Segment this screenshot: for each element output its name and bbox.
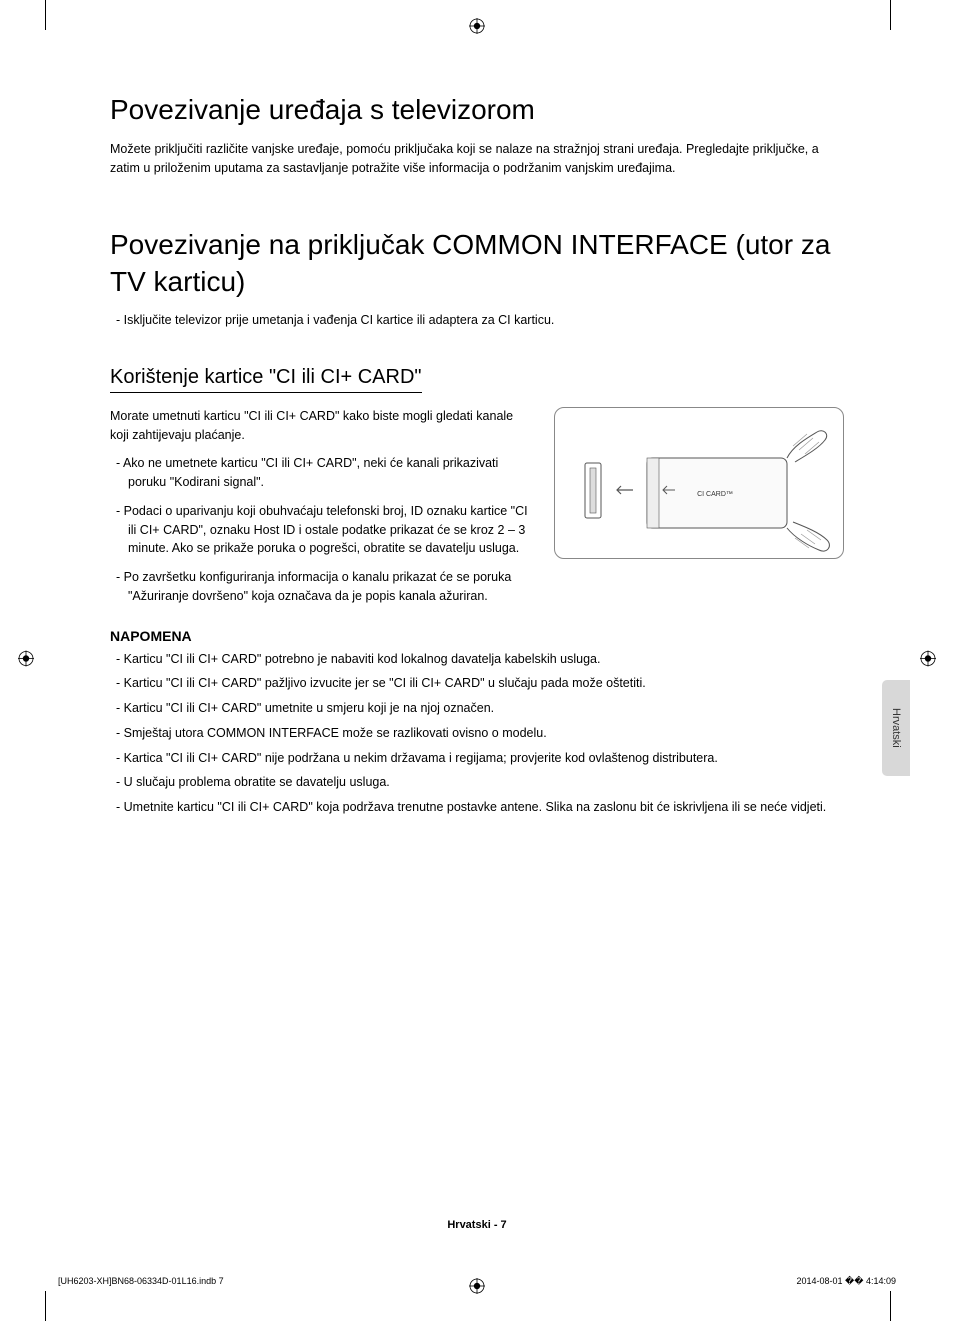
bullet-item: Ako ne umetnete karticu "CI ili CI+ CARD… — [110, 454, 534, 492]
note-item: Smještaj utora COMMON INTERFACE može se … — [110, 724, 844, 743]
crop-mark — [890, 1291, 891, 1321]
heading-connecting-devices: Povezivanje uređaja s televizorom — [110, 94, 844, 126]
card-label-text: CI CARD™ — [697, 491, 733, 498]
note-item: Kartica "CI ili CI+ CARD" nije podržana … — [110, 749, 844, 768]
note-heading: NAPOMENA — [110, 628, 844, 644]
turnoff-note: Isključite televizor prije umetanja i va… — [110, 311, 844, 330]
footer-meta: [UH6203-XH]BN68-06334D-01L16.indb 7 2014… — [58, 1276, 896, 1287]
ci-card-figure: CI CARD™ — [554, 407, 844, 559]
note-item: Karticu "CI ili CI+ CARD" potrebno je na… — [110, 650, 844, 669]
registration-mark-top — [469, 18, 485, 39]
language-tab: Hrvatski — [882, 680, 910, 776]
footer-filename: [UH6203-XH]BN68-06334D-01L16.indb 7 — [58, 1276, 224, 1287]
bullet-item: Po završetku konfiguriranja informacija … — [110, 568, 534, 606]
page-footer: Hrvatski - 7 — [0, 1219, 954, 1231]
crop-mark — [45, 1291, 46, 1321]
registration-mark-left — [18, 650, 34, 671]
heading-using-ci-card: Korištenje kartice "CI ili CI+ CARD" — [110, 366, 422, 393]
page-content: Povezivanje uređaja s televizorom Možete… — [110, 94, 844, 823]
registration-mark-right — [920, 650, 936, 671]
crop-mark — [890, 0, 891, 30]
note-item: U slučaju problema obratite se davatelju… — [110, 773, 844, 792]
crop-mark — [45, 0, 46, 30]
ci-card-paragraph: Morate umetnuti karticu "CI ili CI+ CARD… — [110, 407, 534, 445]
note-item: Karticu "CI ili CI+ CARD" umetnite u smj… — [110, 699, 844, 718]
footer-timestamp: 2014-08-01 �� 4:14:09 — [796, 1276, 896, 1287]
note-item: Karticu "CI ili CI+ CARD" pažljivo izvuc… — [110, 674, 844, 693]
heading-common-interface: Povezivanje na priključak COMMON INTERFA… — [110, 226, 844, 302]
note-item: Umetnite karticu "CI ili CI+ CARD" koja … — [110, 798, 844, 817]
page-number: Hrvatski - 7 — [447, 1219, 506, 1231]
note-list: Karticu "CI ili CI+ CARD" potrebno je na… — [110, 650, 844, 817]
language-tab-label: Hrvatski — [890, 708, 902, 748]
intro-paragraph: Možete priključiti različite vanjske ure… — [110, 140, 844, 178]
bullet-item: Podaci o uparivanju koji obuhvaćaju tele… — [110, 502, 534, 558]
